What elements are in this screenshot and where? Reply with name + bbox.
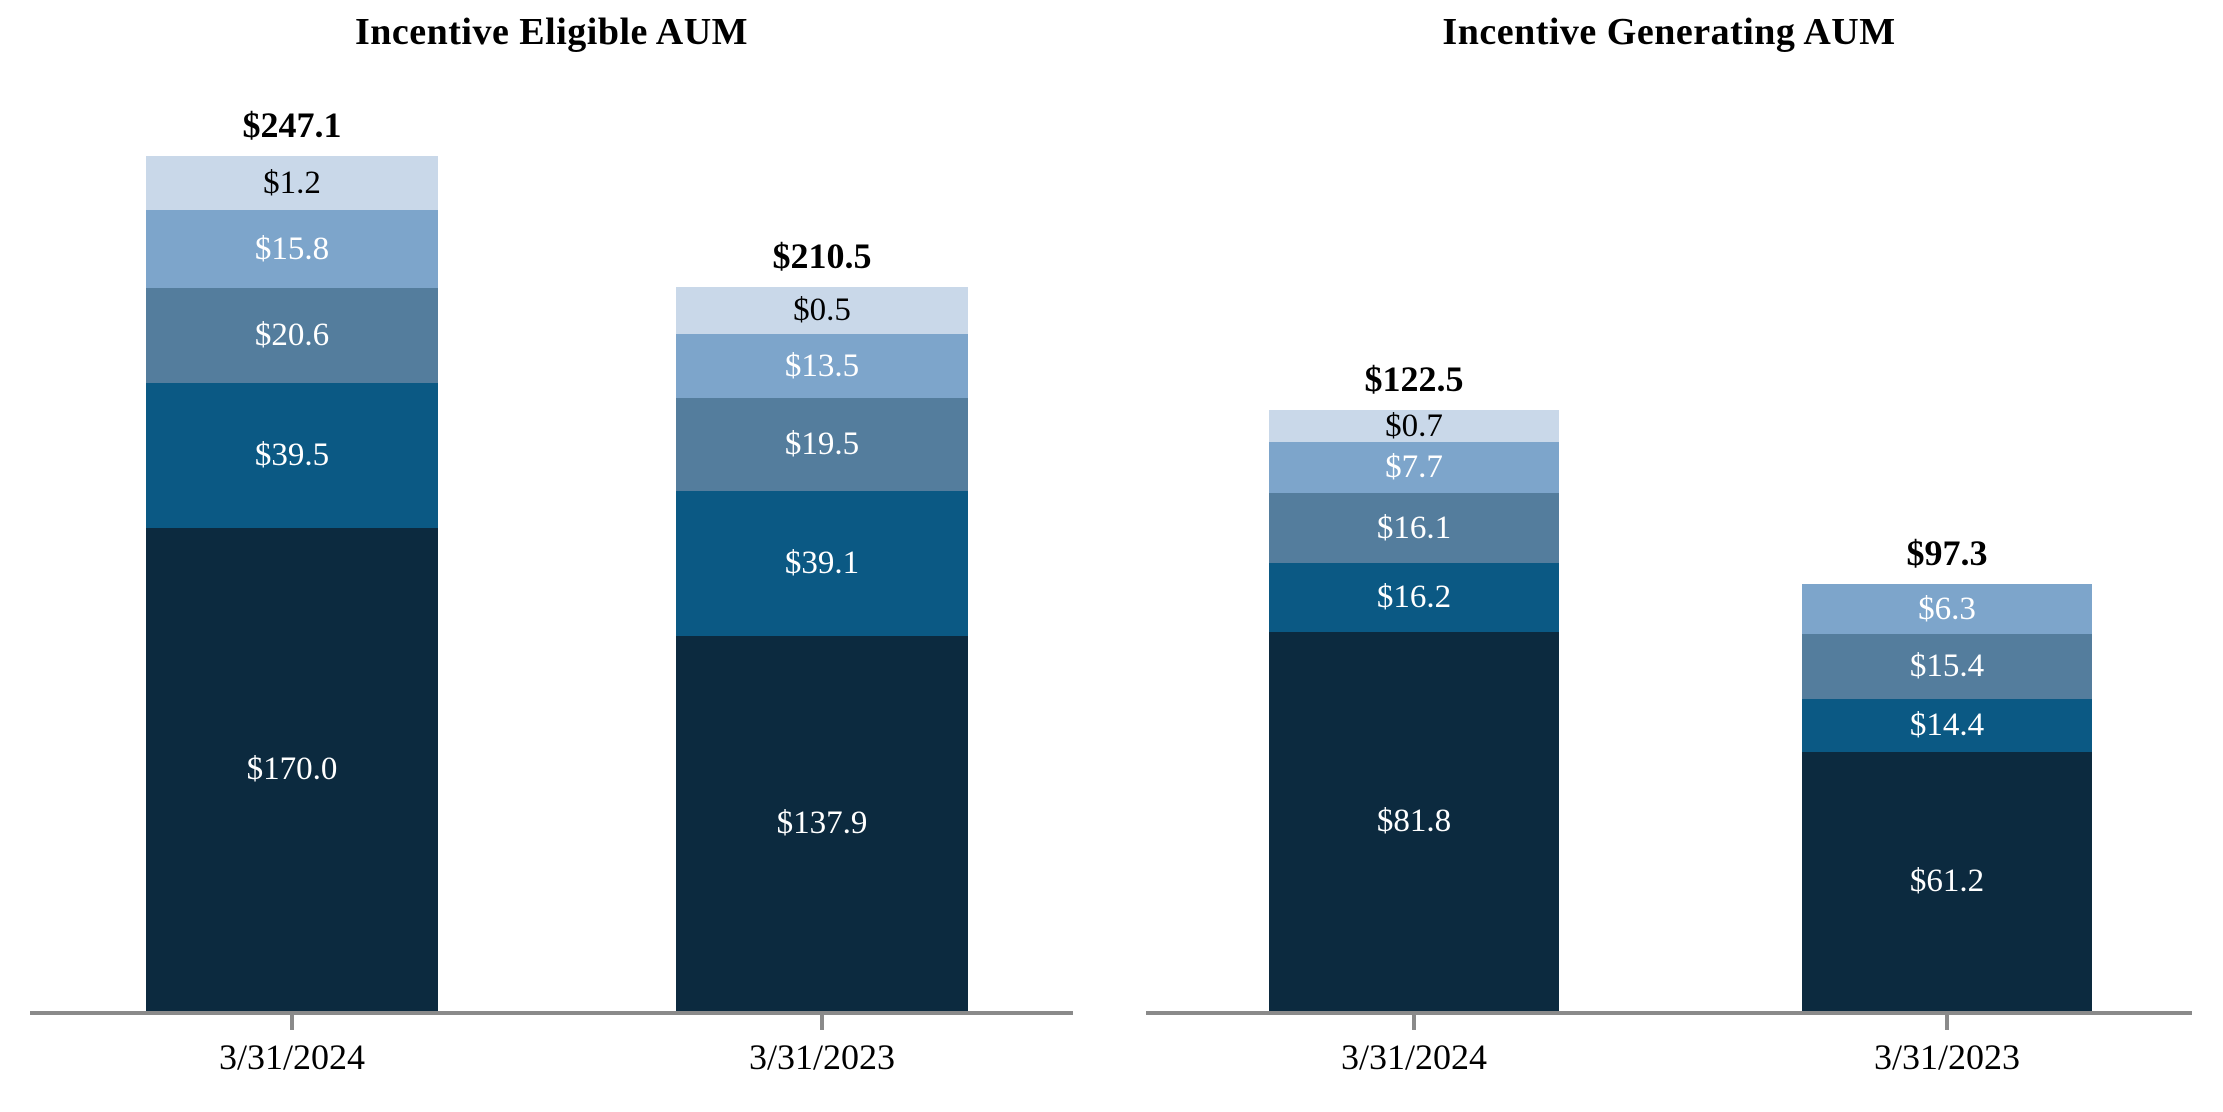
bar-segment-shade-3-slate-blue: $16.1 <box>1269 493 1559 563</box>
bar-total-label: $122.5 <box>1364 359 1464 399</box>
bar-segment-shade-2-light-steel-blue: $15.8 <box>146 210 438 288</box>
chart-title: Incentive Eligible AUM <box>354 11 749 53</box>
bar-segment-shade-5-dark-navy: $61.2 <box>1802 752 2092 1011</box>
segment-value-label: $81.8 <box>1376 803 1452 839</box>
bar-total-label: $210.5 <box>772 236 872 276</box>
segment-value-label: $14.4 <box>1909 707 1985 743</box>
segment-value-label: $20.6 <box>254 317 330 353</box>
segment-value-label: $170.0 <box>246 751 338 787</box>
bar-segment-shade-1-lightest-blue: $1.2 <box>146 156 438 210</box>
bar-segment-shade-3-slate-blue: $19.5 <box>676 398 968 491</box>
stacked-bar-3-31-2023: $6.3 $15.4 $14.4 $61.2 <box>1802 584 2092 1011</box>
segment-value-label: $137.9 <box>776 805 868 841</box>
segment-value-label: $0.7 <box>1385 407 1443 444</box>
segment-value-label: $15.4 <box>1909 648 1985 684</box>
bar-segment-shade-4-medium-blue: $39.1 <box>676 491 968 636</box>
bar-segment-shade-3-slate-blue: $20.6 <box>146 288 438 383</box>
bar-segment-shade-3-slate-blue: $15.4 <box>1802 634 2092 699</box>
x-axis-label: 3/31/2024 <box>218 1037 365 1077</box>
bar-segment-shade-2-light-steel-blue: $13.5 <box>676 334 968 398</box>
segment-value-label: $19.5 <box>784 426 860 462</box>
segment-value-label: $1.2 <box>263 164 321 201</box>
bar-segment-shade-2-light-steel-blue: $7.7 <box>1269 442 1559 493</box>
axis-tick <box>1945 1015 1949 1030</box>
bar-segment-shade-1-lightest-blue: $0.7 <box>1269 407 1559 444</box>
segment-value-label: $16.1 <box>1376 509 1452 546</box>
segment-value-label: $16.2 <box>1376 579 1452 615</box>
bar-segment-shade-5-dark-navy: $170.0 <box>146 528 438 1011</box>
chart-incentive-eligible-aum: Incentive Eligible AUM $247.1 $1.2 $15.8 $20… <box>30 0 1073 1112</box>
x-axis-line <box>1146 1011 2192 1015</box>
chart-incentive-generating-aum: Incentive Generating AUM $122.5 $0.7 $7.7 $1… <box>1146 0 2192 1112</box>
bar-total-label: $247.1 <box>242 105 342 145</box>
segment-value-label: $6.3 <box>1918 590 1976 627</box>
segment-value-label: $0.5 <box>793 292 851 328</box>
axis-tick <box>1412 1015 1416 1030</box>
x-axis-label: 3/31/2024 <box>1340 1037 1487 1077</box>
segment-value-label: $13.5 <box>784 347 860 384</box>
segment-value-label: $61.2 <box>1909 863 1985 899</box>
x-axis-label: 3/31/2023 <box>748 1037 895 1077</box>
stacked-bar-3-31-2024: $0.7 $7.7 $16.1 $16.2 $81.8 <box>1269 407 1559 1011</box>
x-axis-line <box>30 1011 1073 1015</box>
x-axis-label: 3/31/2023 <box>1873 1037 2020 1077</box>
stacked-bar-3-31-2023: $0.5 $13.5 $19.5 $39.1 $137.9 <box>676 287 968 1011</box>
segment-value-label: $39.5 <box>254 437 330 473</box>
bar-total-label: $97.3 <box>1906 533 1988 573</box>
bar-segment-shade-4-medium-blue: $16.2 <box>1269 563 1559 632</box>
axis-tick <box>290 1015 294 1030</box>
bar-segment-shade-5-dark-navy: $81.8 <box>1269 632 1559 1011</box>
axis-tick <box>820 1015 824 1030</box>
bar-segment-shade-1-lightest-blue: $0.5 <box>676 287 968 334</box>
segment-value-label: $15.8 <box>254 230 330 267</box>
segment-value-label: $39.1 <box>784 545 860 581</box>
segment-value-label: $7.7 <box>1385 449 1443 485</box>
bar-segment-shade-4-medium-blue: $39.5 <box>146 383 438 528</box>
stacked-bar-3-31-2024: $1.2 $15.8 $20.6 $39.5 $170.0 <box>146 156 438 1011</box>
bar-segment-shade-5-dark-navy: $137.9 <box>676 636 968 1011</box>
bar-segment-shade-4-medium-blue: $14.4 <box>1802 699 2092 752</box>
bar-segment-shade-2-light-steel-blue: $6.3 <box>1802 584 2092 634</box>
chart-title: Incentive Generating AUM <box>1442 11 1896 53</box>
